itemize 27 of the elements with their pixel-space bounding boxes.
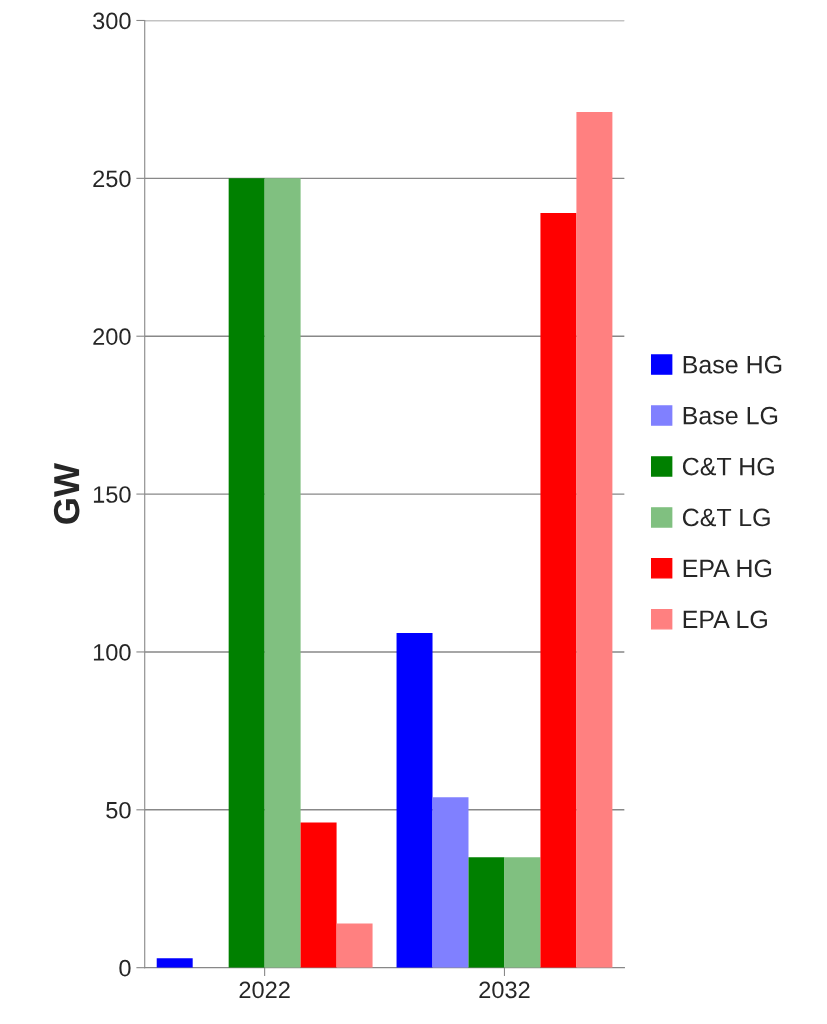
legend-label: C&T HG	[682, 457, 774, 476]
bar	[156, 958, 193, 968]
bar	[228, 178, 265, 968]
y-tick-label: 100	[93, 644, 131, 661]
x-tick-label: 2032	[479, 981, 530, 999]
y-tick-label: 300	[93, 12, 131, 30]
y-tick-label: 50	[106, 801, 131, 819]
y-tick-label: 200	[93, 328, 131, 345]
legend-label: EPA HG	[683, 559, 772, 578]
legend-label: C&T LG	[682, 508, 770, 527]
legend-label: Base LG	[683, 406, 778, 425]
bar	[504, 857, 541, 968]
bar	[396, 633, 433, 968]
bar	[432, 797, 469, 968]
bar	[468, 857, 505, 968]
y-tick-label: 150	[93, 486, 131, 503]
bar	[576, 112, 613, 968]
x-tick-label: 2022	[239, 981, 290, 999]
y-tick-label: 250	[93, 170, 131, 188]
bar	[264, 178, 301, 968]
legend-label: Base HG	[683, 355, 782, 374]
y-axis-title: GW	[53, 463, 80, 524]
y-tick-label: 0	[119, 959, 131, 977]
legend-label: EPA LG	[683, 610, 767, 629]
bar	[336, 923, 373, 968]
bar	[540, 213, 577, 968]
bar	[300, 822, 337, 968]
